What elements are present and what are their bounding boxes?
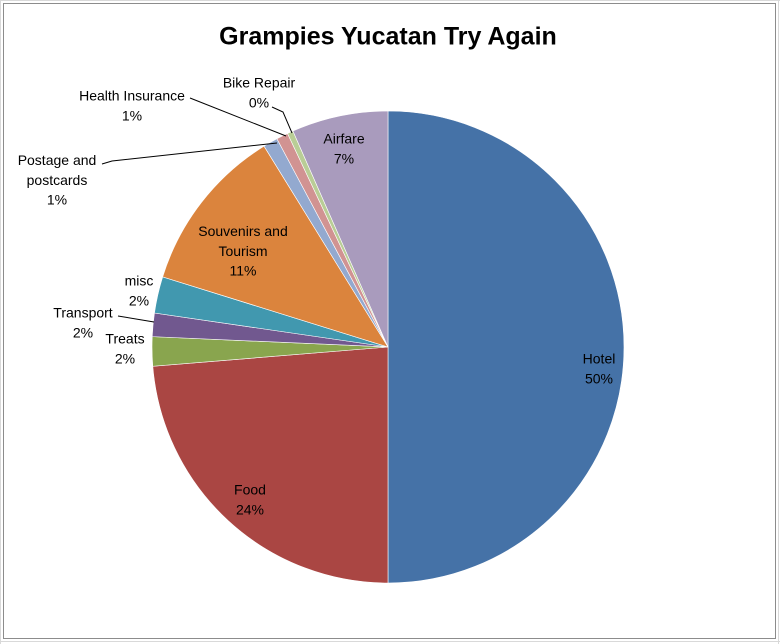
value-label: 50% (585, 371, 613, 387)
pie-slice (162, 145, 389, 348)
label-line: Postage and (18, 152, 97, 168)
leader-line (117, 315, 155, 323)
value-label: 11% (230, 263, 257, 279)
slice-label: Health Insurance (79, 88, 185, 104)
value-label: 7% (334, 151, 354, 167)
label-line: postcards (27, 172, 88, 188)
leader-line (101, 142, 278, 165)
leader-line (189, 97, 287, 137)
value-label: 2% (115, 351, 135, 367)
chart-title: Grampies Yucatan Try Again (219, 23, 557, 51)
value-label: 2% (73, 325, 93, 341)
slice-label: Postage and postcards (18, 152, 97, 188)
slice-label: Food (234, 482, 266, 498)
value-label: 0% (249, 95, 269, 111)
slice-label: Airfare (323, 131, 364, 147)
slice-label: Bike Repair (223, 75, 296, 91)
slice-label: Souvenirs and Tourism (198, 223, 288, 259)
pie-slice (387, 110, 625, 584)
pie-slice (292, 110, 389, 348)
slice-label: misc (125, 273, 154, 289)
value-label: 24% (236, 502, 264, 518)
slice-label: Treats (105, 331, 144, 347)
slice-label: Transport (53, 305, 113, 321)
pie-slice (152, 346, 389, 584)
label-line: Tourism (218, 243, 267, 259)
leader-line (271, 106, 293, 134)
slice-label: Hotel (583, 351, 616, 367)
label-line: Souvenirs and (198, 223, 288, 239)
value-label: 1% (47, 192, 67, 208)
value-label: 1% (122, 108, 142, 124)
value-label: 2% (129, 293, 149, 309)
